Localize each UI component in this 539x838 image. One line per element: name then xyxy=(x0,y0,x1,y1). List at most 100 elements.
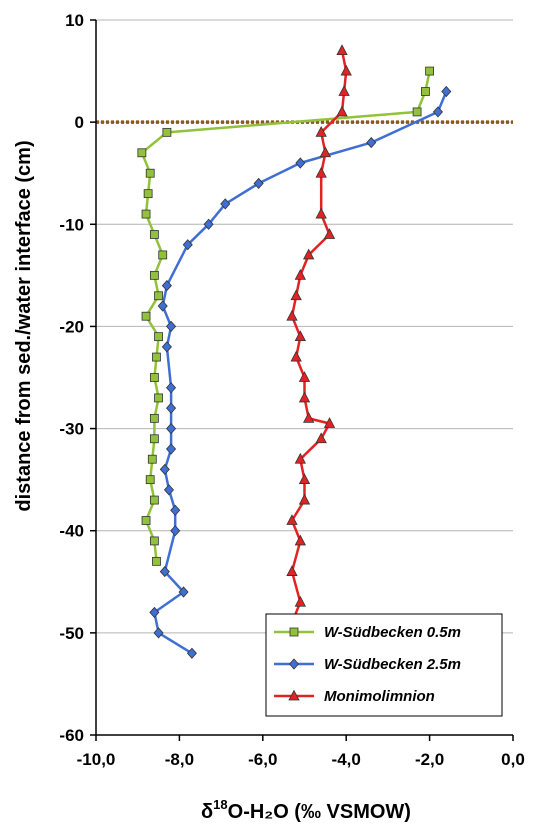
data-point xyxy=(149,434,159,444)
data-point xyxy=(166,382,177,394)
data-point xyxy=(315,125,327,137)
y-tick-label: -10 xyxy=(59,215,84,234)
data-point xyxy=(166,443,177,455)
x-tick-label: -6,0 xyxy=(248,750,277,769)
x-tick-labels: -10,0 -8,0 -6,0 -4,0 -2,0 0,0 xyxy=(77,750,525,769)
data-point xyxy=(154,393,163,403)
data-point xyxy=(159,565,170,578)
data-point xyxy=(253,177,264,190)
data-point xyxy=(315,166,327,178)
data-point xyxy=(290,350,302,362)
y-axis-title: distance from sed./water interface (cm) xyxy=(13,140,35,511)
series-layer xyxy=(137,44,452,659)
data-point xyxy=(366,136,377,149)
data-point xyxy=(340,64,352,76)
data-point xyxy=(161,341,172,353)
data-point xyxy=(170,525,181,537)
data-point xyxy=(290,289,302,301)
data-point xyxy=(294,534,306,546)
legend: W-Südbecken 0.5m W-Südbecken 2.5m Monimoli… xyxy=(265,613,503,717)
y-tick-label: -40 xyxy=(59,522,84,541)
x-tick-label: -8,0 xyxy=(165,750,194,769)
y-tick-label: -20 xyxy=(59,317,84,336)
data-point xyxy=(294,595,306,607)
data-point xyxy=(152,556,161,566)
series-line xyxy=(290,50,348,624)
data-point xyxy=(315,207,327,219)
data-point xyxy=(163,484,175,496)
data-point xyxy=(298,371,311,382)
legend-marker xyxy=(288,689,300,701)
data-point xyxy=(166,422,177,435)
data-point xyxy=(338,85,350,96)
data-point xyxy=(441,85,452,98)
y-tick-label: -60 xyxy=(59,726,84,745)
legend-label: W-Südbecken 0.5m xyxy=(324,624,461,641)
data-point xyxy=(432,106,443,118)
data-point xyxy=(303,248,315,260)
legend-marker xyxy=(289,627,299,637)
data-point xyxy=(157,300,168,312)
data-point xyxy=(141,311,151,321)
data-point xyxy=(166,402,177,414)
data-point xyxy=(158,250,168,260)
data-point xyxy=(153,627,164,639)
data-point xyxy=(149,230,159,239)
y-tick-label: 0 xyxy=(75,113,84,132)
data-point xyxy=(421,87,430,96)
data-point xyxy=(286,514,298,525)
data-point xyxy=(152,352,161,362)
data-point xyxy=(303,411,315,423)
data-point xyxy=(425,66,435,76)
data-point xyxy=(170,504,181,516)
data-point xyxy=(286,309,298,321)
series-line xyxy=(140,70,431,562)
data-point xyxy=(154,291,163,301)
data-point xyxy=(162,127,172,137)
data-point xyxy=(315,432,327,444)
legend-label: W-Südbecken 2.5m xyxy=(324,656,461,673)
data-point xyxy=(294,268,306,280)
data-point xyxy=(286,565,298,576)
data-point xyxy=(149,495,159,505)
data-point xyxy=(323,228,336,239)
data-point xyxy=(298,493,311,505)
data-point xyxy=(336,44,348,56)
series-line xyxy=(153,91,448,655)
data-point xyxy=(220,198,231,210)
data-point xyxy=(298,473,311,485)
data-point xyxy=(154,332,163,342)
series-3 xyxy=(286,44,352,628)
data-point xyxy=(145,475,155,485)
data-point xyxy=(147,454,157,464)
legend-marker xyxy=(288,658,300,670)
y-tick-label: -50 xyxy=(59,624,84,643)
legend-label: Monimolimnion xyxy=(324,688,435,705)
data-point xyxy=(319,146,332,158)
y-tick-labels: 10 0 -10 -20 -30 -40 -50 -60 xyxy=(59,11,84,745)
y-tick-label: 10 xyxy=(65,11,84,30)
data-point xyxy=(159,463,170,476)
data-point xyxy=(178,586,189,598)
data-point xyxy=(186,647,197,659)
data-point xyxy=(203,218,214,230)
data-point xyxy=(149,606,160,619)
legend-entry: Monimolimnion xyxy=(274,688,435,705)
data-point xyxy=(149,413,159,423)
data-point xyxy=(294,452,306,464)
data-point xyxy=(323,417,336,428)
gridlines xyxy=(96,19,513,634)
x-tick-label: -2,0 xyxy=(415,750,444,769)
data-point xyxy=(166,320,177,333)
data-point xyxy=(149,373,159,382)
data-point xyxy=(161,279,172,292)
legend-entry: W-Südbecken 0.5m xyxy=(274,624,461,641)
y-tick-label: -30 xyxy=(59,420,84,439)
data-point xyxy=(294,330,306,342)
legend-entry: W-Südbecken 2.5m xyxy=(274,656,461,673)
data-point xyxy=(143,189,153,199)
data-point xyxy=(298,391,311,403)
x-axis-title: δ18O-H₂O (‰ VSMOW) xyxy=(201,797,411,823)
data-point xyxy=(149,536,159,546)
